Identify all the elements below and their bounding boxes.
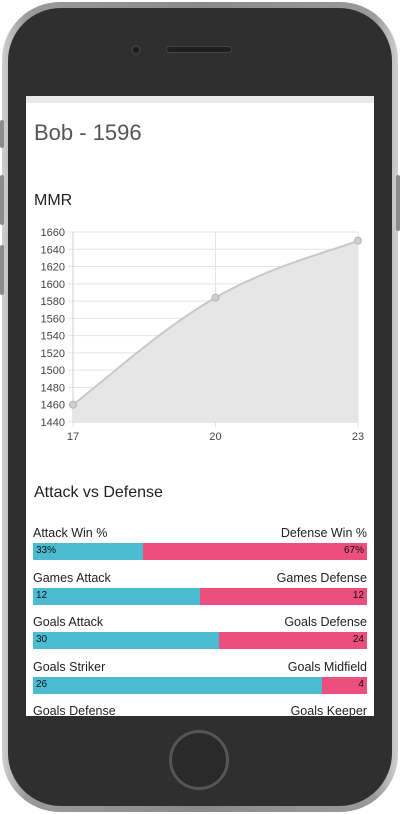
stat-row: Goals Defense Goals Keeper: [33, 704, 367, 716]
stat-attack-fill: 30: [33, 632, 219, 649]
earpiece-speaker: [166, 46, 232, 53]
stat-labels: Games Attack Games Defense: [33, 571, 367, 587]
ringer-switch: [0, 120, 4, 148]
stat-row: Games Attack Games Defense 12 12: [33, 571, 367, 605]
stat-bar: 33% 67%: [33, 543, 367, 560]
volume-up-button: [0, 175, 4, 225]
stat-labels: Goals Defense Goals Keeper: [33, 704, 367, 716]
y-tick-label: 1640: [41, 244, 65, 256]
stat-defense-label: Goals Defense: [284, 615, 367, 629]
stat-attack-label: Games Attack: [33, 570, 111, 585]
y-tick-label: 1620: [41, 262, 65, 274]
stat-labels: Goals Striker Goals Midfield: [33, 660, 367, 676]
stat-defense-label: Defense Win %: [280, 526, 367, 540]
y-tick-label: 1600: [41, 279, 65, 291]
stat-attack-label: Goals Striker: [33, 659, 106, 674]
stat-attack-label: Goals Defense: [33, 704, 116, 716]
x-tick-label: 20: [209, 431, 221, 443]
y-tick-label: 1660: [41, 227, 65, 239]
stat-attack-fill: 33%: [33, 543, 144, 560]
stat-attack-label: Attack Win %: [33, 526, 108, 540]
app-screen: Bob - 1596 MMR 1440 1460 1480 1500 1520 1540 1…: [26, 96, 374, 716]
stat-bar: 12 12: [33, 587, 367, 605]
home-button[interactable]: [169, 730, 229, 790]
y-tick-label: 1580: [41, 296, 65, 308]
mmr-point: [354, 236, 362, 245]
stat-attack-fill: 26: [33, 676, 323, 694]
stat-attack-fill: 12: [33, 587, 200, 605]
y-tick-label: 1540: [41, 331, 65, 343]
stat-defense-fill: 12: [200, 587, 367, 605]
stat-defense-fill: 67%: [143, 543, 367, 560]
mmr-chart: 1440 1460 1480 1500 1520 1540 1560 1580 1600 1620…: [41, 227, 365, 443]
stat-labels: Goals Attack Goals Defense: [33, 615, 367, 631]
y-tick-label: 1560: [41, 313, 65, 325]
stat-attack-value: 12: [36, 589, 48, 601]
y-tick-label: 1460: [41, 400, 65, 412]
x-tick-label: 23: [352, 431, 364, 443]
stat-defense-label: Games Defense: [276, 570, 367, 585]
stat-defense-label: Goals Midfield: [287, 659, 367, 674]
stat-row: Goals Striker Goals Midfield 26 4: [33, 660, 367, 694]
stat-attack-value: 26: [36, 678, 48, 690]
x-tick-label: 17: [67, 431, 79, 443]
stat-defense-value: 24: [352, 634, 364, 645]
stat-defense-value: 12: [352, 589, 364, 601]
stat-defense-value: 4: [358, 678, 364, 690]
stat-row: Attack Win % Defense Win % 33% 67%: [33, 526, 367, 560]
stat-attack-value: 30: [36, 634, 48, 645]
y-tick-label: 1500: [41, 365, 65, 377]
stat-defense-fill: 24: [218, 632, 367, 649]
stat-attack-value: 33%: [36, 545, 57, 556]
stat-bar: 26 4: [33, 676, 367, 694]
mmr-point: [69, 400, 77, 409]
status-bar: [26, 96, 374, 103]
attack-defense-title: Attack vs Defense: [34, 484, 163, 501]
stat-labels: Attack Win % Defense Win %: [33, 526, 367, 542]
y-tick-label: 1440: [41, 417, 65, 429]
stat-row: Goals Attack Goals Defense 30 24: [33, 615, 367, 649]
y-tick-label: 1520: [41, 348, 65, 360]
volume-down-button: [0, 245, 4, 295]
y-tick-label: 1480: [41, 382, 65, 394]
power-button: [396, 175, 400, 231]
stat-defense-fill: 4: [322, 676, 367, 694]
front-camera: [131, 45, 141, 55]
mmr-area: [73, 240, 358, 422]
stat-bar: 30 24: [33, 632, 367, 649]
page-title: Bob - 1596: [34, 120, 142, 145]
stat-defense-value: 67%: [343, 545, 364, 556]
stat-attack-label: Goals Attack: [33, 615, 104, 629]
mmr-point: [211, 293, 220, 302]
stat-defense-label: Goals Keeper: [290, 704, 367, 716]
mmr-section-title: MMR: [34, 192, 73, 209]
